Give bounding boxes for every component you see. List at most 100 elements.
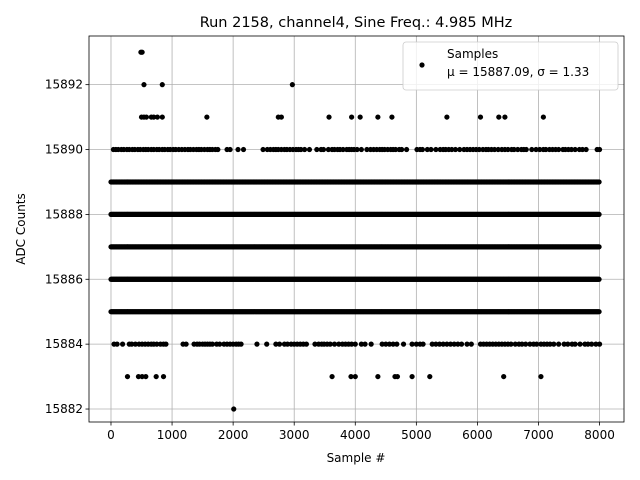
x-tick-label: 1000 — [157, 428, 188, 442]
data-point — [579, 146, 586, 153]
data-point — [231, 406, 237, 412]
legend-label: Samples — [447, 47, 498, 61]
data-point — [533, 146, 539, 153]
data-point — [572, 341, 578, 347]
data-point — [312, 341, 318, 347]
data-point — [314, 146, 320, 153]
data-point — [551, 341, 557, 347]
data-point — [303, 341, 310, 347]
data-point — [260, 146, 266, 153]
data-point — [143, 373, 149, 380]
data-point — [139, 49, 145, 55]
y-axis-label: ADC Counts — [14, 193, 28, 265]
data-point — [336, 341, 342, 347]
data-point — [400, 341, 407, 347]
plot-area-frame — [88, 35, 625, 423]
data-point — [153, 373, 159, 380]
y-tick-label: 15886 — [45, 272, 83, 286]
data-point — [585, 341, 591, 347]
data-point — [433, 146, 439, 153]
data-point — [349, 114, 355, 120]
data-point — [433, 341, 439, 347]
data-point — [163, 341, 169, 347]
data-point — [440, 341, 446, 347]
data-point — [436, 341, 443, 347]
data-point — [143, 114, 150, 120]
x-tick-label: 6000 — [462, 428, 493, 442]
data-point — [394, 341, 400, 347]
data-point — [403, 146, 410, 153]
data-point — [593, 341, 599, 347]
data-point — [141, 82, 147, 88]
data-point — [523, 146, 529, 153]
data-point — [390, 341, 396, 347]
data-point — [364, 146, 370, 153]
data-point — [389, 114, 395, 120]
data-point — [154, 341, 160, 347]
data-point — [452, 146, 459, 153]
y-tick-label: 15884 — [45, 337, 83, 351]
legend: Samples μ = 15887.09, σ = 1.33 — [402, 41, 619, 91]
data-point — [596, 341, 603, 347]
data-point — [596, 244, 602, 250]
data-point — [349, 341, 355, 347]
data-point — [375, 373, 381, 380]
x-tick-label: 5000 — [401, 428, 432, 442]
data-point — [547, 341, 553, 347]
data-point — [424, 146, 430, 153]
data-point — [326, 114, 332, 120]
data-point — [596, 309, 602, 315]
data-point — [409, 373, 415, 380]
data-point — [449, 146, 455, 153]
data-point — [235, 146, 241, 153]
data-point — [375, 114, 381, 120]
data-point — [357, 114, 363, 120]
data-point — [358, 146, 364, 153]
data-point — [135, 373, 142, 380]
x-tick-label: 3000 — [279, 428, 310, 442]
data-point — [427, 373, 433, 380]
data-point — [132, 341, 139, 347]
data-point — [523, 341, 529, 347]
data-point — [477, 114, 484, 120]
data-point — [383, 341, 389, 347]
data-point — [379, 341, 385, 347]
data-point — [572, 146, 578, 153]
data-point — [409, 341, 415, 347]
data-point — [451, 341, 457, 347]
data-point — [495, 146, 501, 153]
data-point — [159, 82, 165, 88]
data-point — [238, 341, 244, 347]
axis-ticks: 0 1000 2000 3000 4000 5000 6000 7000 8000 15882 15… — [45, 78, 615, 442]
legend-marker — [419, 62, 425, 68]
data-point — [392, 146, 399, 153]
data-point — [325, 146, 332, 153]
data-point — [298, 146, 304, 153]
data-point — [273, 341, 279, 347]
data-point — [114, 341, 120, 347]
data-point — [496, 114, 502, 120]
data-point — [464, 341, 470, 347]
data-point — [428, 146, 434, 153]
data-point — [519, 341, 525, 347]
data-point — [124, 373, 131, 380]
data-point — [543, 146, 549, 153]
legend-stats: μ = 15887.09, σ = 1.33 — [447, 65, 589, 79]
data-point — [352, 373, 358, 380]
data-point — [444, 341, 450, 347]
data-point — [515, 146, 521, 153]
data-point — [264, 341, 270, 347]
data-point — [327, 341, 333, 347]
data-point — [358, 341, 364, 347]
data-point — [596, 211, 602, 217]
data-point — [583, 146, 589, 153]
y-tick-label: 15888 — [45, 207, 83, 221]
data-point — [561, 341, 567, 347]
x-tick-label: 7000 — [523, 428, 554, 442]
data-point — [217, 341, 223, 347]
data-point — [368, 341, 374, 347]
data-point — [331, 341, 338, 347]
data-point — [204, 114, 210, 120]
y-tick-label: 15890 — [45, 143, 83, 157]
